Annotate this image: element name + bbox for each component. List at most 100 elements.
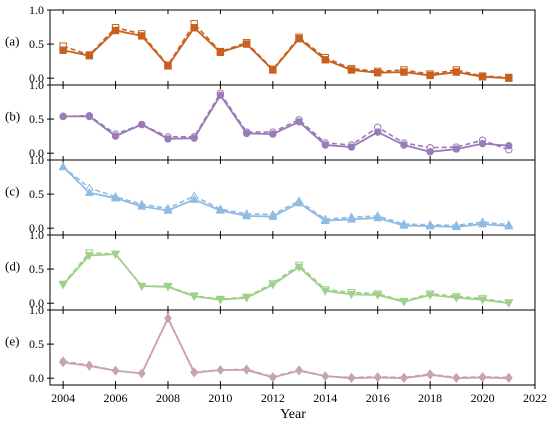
panel-d-solid-point: [137, 282, 147, 291]
panel-a-ytick-label: 0.5: [29, 37, 44, 51]
panel-a-solid-point: [164, 62, 172, 70]
panel-e-solid-point: [111, 365, 120, 376]
panel-c-solid-point: [373, 213, 383, 222]
panel-e-solid-point: [426, 369, 434, 380]
panel-c-ytick-label: 0.0: [29, 221, 44, 235]
panel-e-solid-point: [268, 372, 277, 383]
panel-a-ytick-label: 1.0: [29, 3, 44, 17]
panel-d-label: (d): [5, 258, 20, 273]
panel-a-solid-point: [426, 71, 434, 80]
panel-a-solid-point: [478, 73, 487, 81]
panel-c-solid-point: [504, 221, 514, 230]
panel-b-solid-point: [269, 130, 277, 138]
panel-b-solid-point: [478, 139, 487, 148]
panel-d-solid-point: [215, 296, 225, 305]
panel-e-ytick-label: 0.0: [29, 371, 44, 385]
x-tick-label: 2022: [523, 391, 547, 405]
panel-a-solid-point: [505, 74, 513, 82]
panel-e-solid-point: [373, 372, 382, 383]
panel-c-solid-point: [215, 205, 225, 214]
panel-a-solid-point: [190, 24, 198, 32]
panel-d-solid-point: [294, 263, 304, 272]
panel-d-solid-point: [242, 294, 252, 303]
panel-a-solid-point: [216, 48, 225, 56]
panel-e-solid-point: [137, 368, 146, 379]
panel-b-solid-point: [216, 91, 225, 99]
panel-c-solid-point: [320, 215, 330, 224]
panel-a-label: (a): [5, 33, 19, 48]
panel-c-solid-point: [425, 221, 435, 230]
x-tick-label: 2014: [313, 391, 337, 405]
x-axis-title: Year: [280, 407, 306, 422]
panel-d-solid-point: [320, 287, 330, 296]
panel-b-ytick-label: 1.0: [29, 78, 44, 92]
panel-e-label: (e): [5, 333, 19, 348]
panel-b-solid-point: [190, 134, 198, 142]
panel-c-solid-point: [294, 198, 304, 207]
panel-b-solid-point: [111, 132, 120, 140]
panel-c-ytick-label: 0.5: [29, 187, 44, 201]
panel-c-solid-point: [84, 187, 94, 197]
panel-c-label: (c): [5, 183, 19, 198]
panel-b-label: (b): [5, 108, 20, 123]
panel-a-solid-point: [138, 32, 146, 40]
panel-c-solid-series-line: [62, 166, 509, 228]
panel-e-solid-point: [242, 365, 251, 375]
x-tick-label: 2016: [366, 391, 390, 405]
panel-b-dashed-series-line: [63, 91, 510, 151]
panel-c-solid-point: [111, 193, 120, 202]
panel-a-solid-point: [59, 46, 67, 54]
panel-a-solid-point: [347, 66, 356, 74]
panel-b-ytick-label: 0.0: [29, 146, 44, 160]
panel-d-solid-point: [347, 291, 356, 300]
panel-a-solid-point: [242, 40, 251, 48]
panel-b-solid-point: [321, 141, 329, 149]
panel-e-solid-point: [295, 365, 303, 376]
panel-a-ytick-label: 0.0: [29, 71, 44, 85]
panel-b-solid-point: [505, 141, 513, 150]
panel-d-solid-point: [478, 296, 488, 305]
x-tick-label: 2010: [208, 391, 232, 405]
panel-c-frame: [49, 159, 536, 236]
panel-d-solid-point: [189, 293, 199, 302]
panel-a-solid-point: [321, 56, 329, 64]
panel-e-solid-point: [504, 373, 513, 383]
panel-e-frame: [49, 309, 536, 386]
x-tick-label: 2004: [51, 391, 75, 405]
panel-d-solid-point: [163, 283, 173, 292]
panel-e-solid-point: [478, 372, 487, 383]
x-tick-label: 2012: [261, 391, 285, 405]
panel-c-solid-point: [242, 211, 252, 220]
x-tick-label: 2006: [104, 391, 128, 405]
panel-a-dashed-series-line: [62, 22, 509, 79]
panel-c-solid-point: [58, 161, 68, 171]
panel-e-ytick-label: 1.0: [29, 303, 44, 317]
panel-a-solid-point: [269, 66, 277, 74]
x-tick-label: 2018: [418, 391, 442, 405]
panel-c-solid-point: [189, 194, 199, 203]
panel-b-solid-point: [242, 129, 251, 138]
panel-e-solid-point: [85, 361, 94, 371]
panel-e-solid-point: [400, 373, 408, 383]
panel-c-solid-point: [451, 221, 461, 231]
panel-b-ytick-label: 0.5: [29, 112, 44, 126]
x-tick-label: 2008: [156, 391, 180, 405]
panel-d-solid-point: [425, 291, 435, 300]
panel-b-solid-point: [164, 135, 172, 143]
panel-e-solid-point: [164, 313, 172, 323]
panel-e-solid-point: [347, 373, 356, 383]
panel-e-solid-series-line: [62, 316, 509, 380]
panel-d-solid-point: [504, 299, 514, 309]
panel-c-solid-point: [478, 219, 488, 228]
panel-d-solid-point: [399, 298, 409, 307]
panel-a-solid-point: [111, 26, 120, 35]
panel-d-ytick-label: 1.0: [29, 228, 44, 242]
panel-e-solid-point: [59, 357, 67, 368]
panel-c-dashed-series-line: [62, 166, 509, 227]
panel-c-solid-point: [347, 214, 356, 223]
panel-a-solid-series-line: [62, 26, 509, 80]
panel-c-ytick-label: 1.0: [29, 153, 44, 167]
panel-c-solid-point: [268, 211, 278, 220]
panel-d-solid-point: [451, 294, 461, 303]
